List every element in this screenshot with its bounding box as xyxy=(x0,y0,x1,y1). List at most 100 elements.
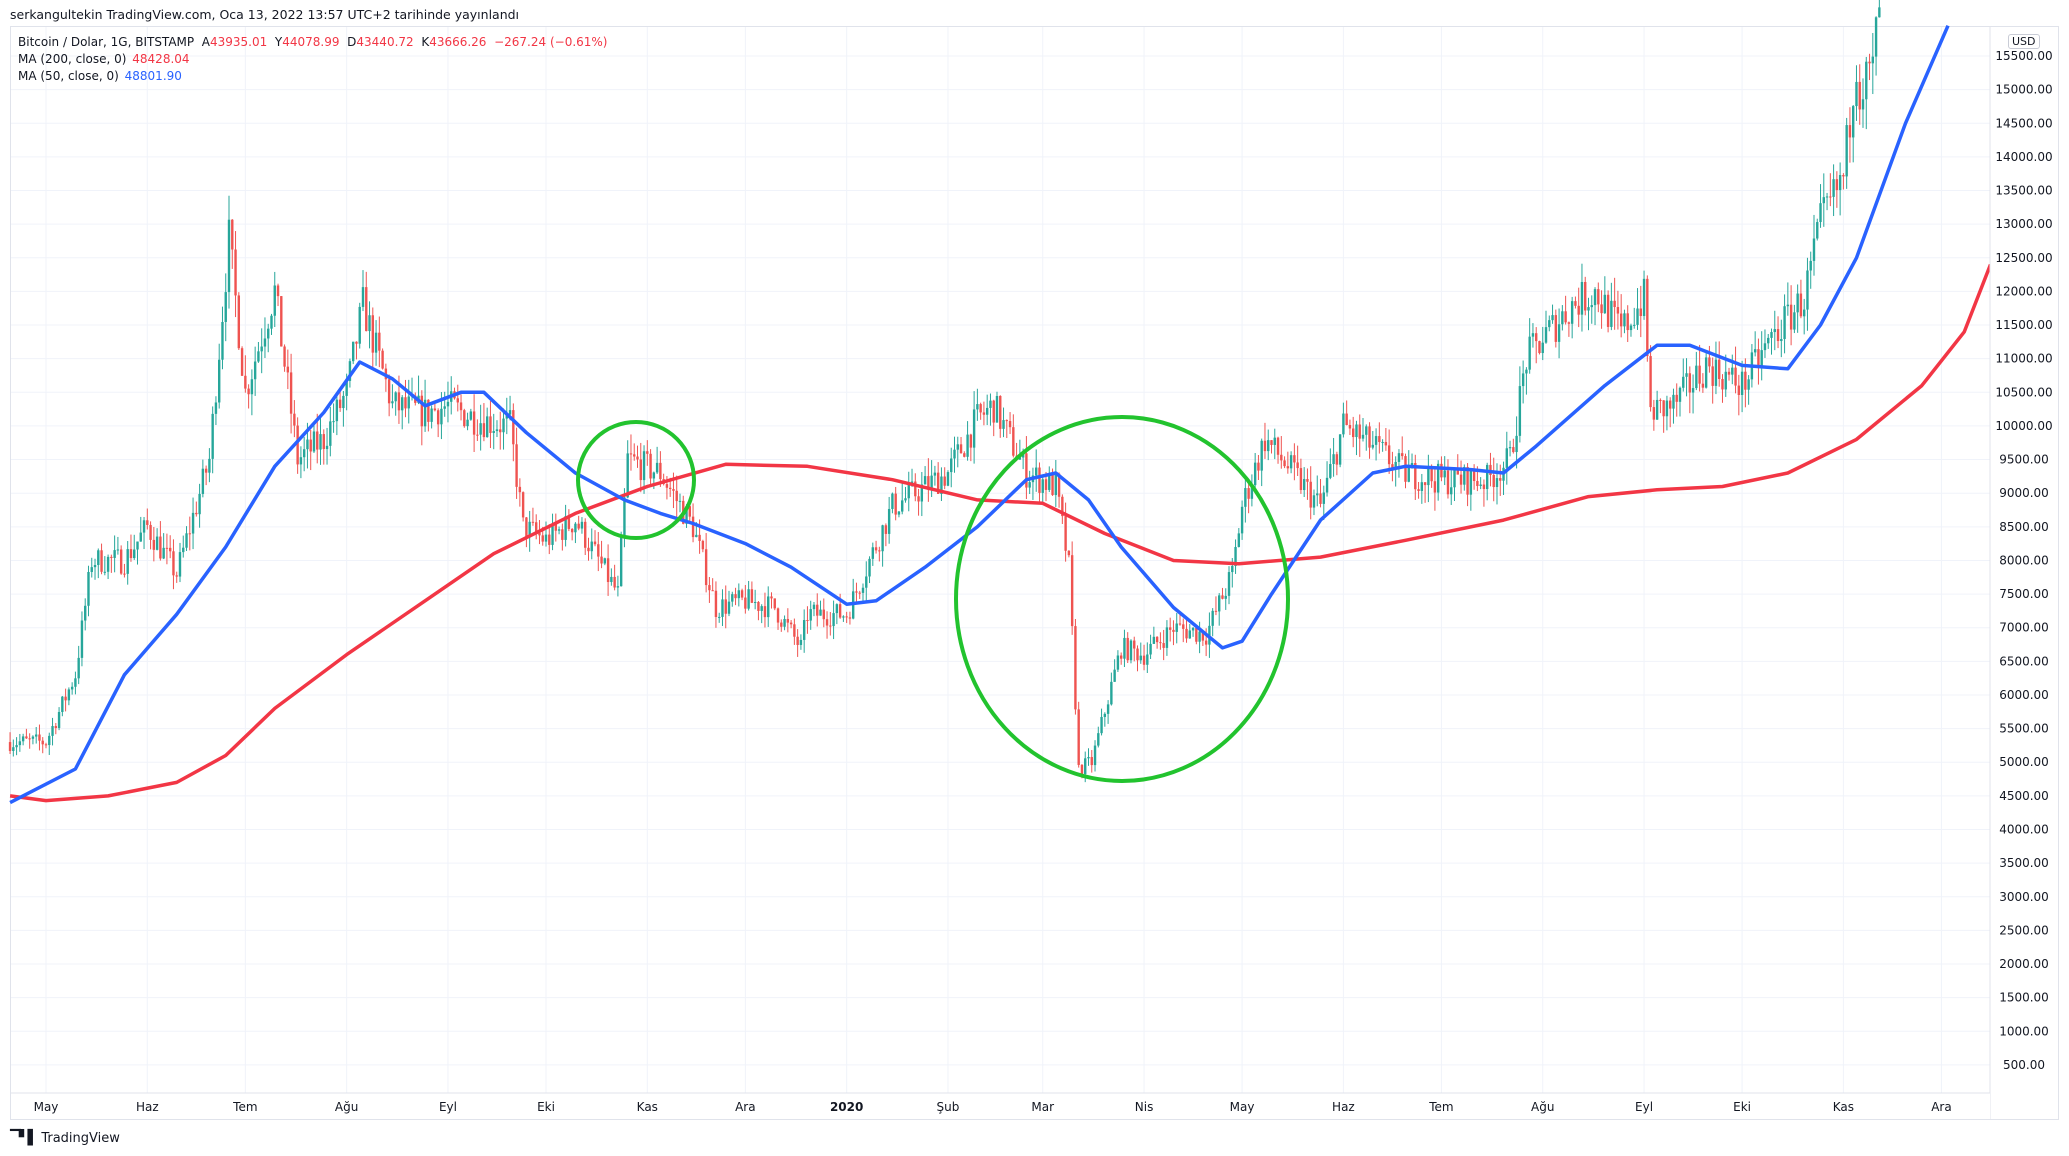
candle xyxy=(1825,192,1829,211)
candle-body xyxy=(1515,435,1518,453)
time-tick-label: Kas xyxy=(1833,1100,1854,1114)
candle-body xyxy=(1499,478,1502,481)
candle xyxy=(404,379,407,418)
candle-body xyxy=(1433,481,1437,493)
candle-body xyxy=(959,444,963,454)
candle-body xyxy=(1819,203,1822,223)
candle xyxy=(1616,290,1620,330)
candle-body xyxy=(1149,643,1152,655)
price-tick-label: 9500.00 xyxy=(1999,453,2049,467)
candle xyxy=(1593,287,1597,326)
candle xyxy=(1191,626,1195,637)
candle xyxy=(204,465,208,486)
candle-body xyxy=(695,534,698,538)
candle xyxy=(1835,171,1839,208)
candle-body xyxy=(966,434,969,457)
candle xyxy=(391,384,394,409)
currency-badge[interactable]: USD xyxy=(2008,34,2040,49)
candle-body xyxy=(825,619,829,626)
candle xyxy=(907,471,910,512)
candle xyxy=(904,486,907,503)
candle-body xyxy=(822,609,825,620)
candle xyxy=(724,585,727,629)
candle xyxy=(976,388,979,421)
candle xyxy=(113,535,116,573)
candle-body xyxy=(476,434,479,436)
price-tick-label: 3500.00 xyxy=(1999,856,2049,870)
tradingview-logo-icon: ▔▘▌ xyxy=(10,1130,38,1146)
ma50-label[interactable]: MA (50, close, 0) xyxy=(18,69,119,83)
candle-body xyxy=(1332,454,1335,465)
candle xyxy=(1221,587,1224,600)
candle-body xyxy=(904,498,907,501)
candle xyxy=(812,602,816,617)
candle xyxy=(1182,618,1185,643)
candle-body xyxy=(1306,479,1309,482)
candle xyxy=(1704,351,1708,389)
candle xyxy=(796,629,799,657)
candle-body xyxy=(1521,373,1525,387)
candle-body xyxy=(1021,453,1025,458)
candle xyxy=(123,563,126,578)
symbol-name[interactable]: Bitcoin / Dolar, 1G, BITSTAMP xyxy=(18,35,195,49)
candle xyxy=(992,399,995,437)
candle xyxy=(466,412,469,431)
candle xyxy=(446,381,450,423)
candle-body xyxy=(1352,428,1355,438)
candle xyxy=(1048,466,1051,493)
candle xyxy=(1865,56,1868,130)
price-tick-label: 13500.00 xyxy=(1995,184,2052,198)
candle xyxy=(1280,436,1283,469)
candle-body xyxy=(299,457,303,465)
candle-body xyxy=(649,453,652,479)
grid xyxy=(11,27,1990,1093)
candle xyxy=(1544,310,1548,344)
candle-body xyxy=(237,295,241,349)
candle-body xyxy=(1838,175,1842,191)
candle-body xyxy=(319,434,322,450)
candle-body xyxy=(1698,365,1701,384)
candle-body xyxy=(280,296,283,347)
candle-body xyxy=(1590,305,1593,308)
candle-body xyxy=(1345,413,1348,426)
candle-body xyxy=(21,736,25,742)
candle-body xyxy=(335,399,339,422)
candle-body xyxy=(1129,640,1133,661)
candle-body xyxy=(420,395,424,427)
candle-body xyxy=(1695,365,1698,389)
price-tick-label: 1000.00 xyxy=(1999,1024,2049,1038)
candle xyxy=(1299,458,1303,494)
time-tick-label: Nis xyxy=(1135,1100,1154,1114)
candle-body xyxy=(652,472,656,479)
candle xyxy=(515,427,518,499)
candle-body xyxy=(159,536,162,559)
candle-body xyxy=(548,534,551,545)
candle-body xyxy=(1142,655,1146,665)
candle xyxy=(943,467,946,490)
candle xyxy=(1832,164,1835,217)
candle-body xyxy=(1734,367,1737,386)
candle-body xyxy=(234,249,237,296)
footer-brand[interactable]: ▔▘▌ TradingView xyxy=(10,1130,120,1146)
time-tick-label: Tem xyxy=(1428,1100,1453,1114)
candle-body xyxy=(731,594,734,602)
candle-body xyxy=(1057,473,1061,497)
candle xyxy=(858,590,861,600)
candle-body xyxy=(146,520,149,525)
candle xyxy=(1273,428,1276,460)
candle-body xyxy=(848,617,852,619)
candle xyxy=(126,541,129,585)
candle xyxy=(642,445,646,494)
candle-body xyxy=(1770,332,1773,338)
candle xyxy=(146,508,149,530)
time-axis: May Haz Tem Ağu Eyl Eki Kas Ara 2020 Şub Mar Nis May… xyxy=(34,1100,1952,1114)
candle-body xyxy=(861,587,865,593)
candle xyxy=(851,578,855,620)
candle-body xyxy=(659,462,662,480)
candle-body xyxy=(976,404,979,410)
candle-body xyxy=(1443,470,1446,478)
candle xyxy=(1103,712,1107,727)
ma200-label[interactable]: MA (200, close, 0) xyxy=(18,52,127,66)
candle-body xyxy=(773,598,776,609)
